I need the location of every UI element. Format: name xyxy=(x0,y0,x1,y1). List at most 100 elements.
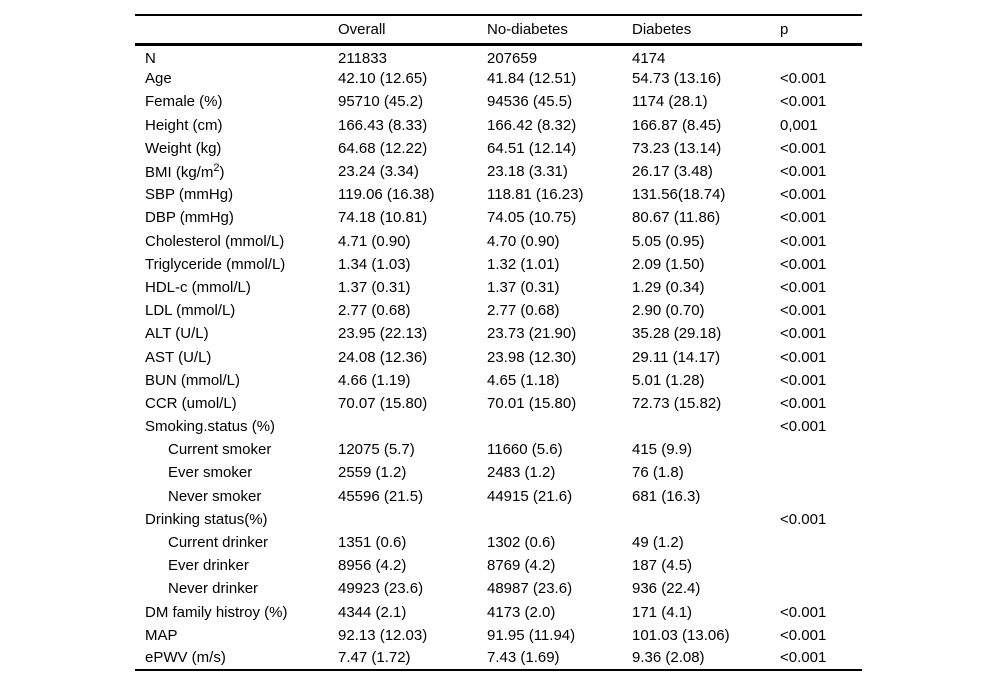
p-value: <0.001 xyxy=(780,278,827,296)
no-diabetes-value: 44915 (21.6) xyxy=(487,487,573,505)
overall-value: 24.08 (12.36) xyxy=(338,348,428,366)
overall-value: 12075 (5.7) xyxy=(338,441,415,459)
overall-value: 4.71 (0.90) xyxy=(338,232,411,250)
diabetes-value: 1174 (28.1) xyxy=(632,93,708,111)
row-label: Never smoker xyxy=(168,487,262,505)
no-diabetes-value: 4.70 (0.90) xyxy=(487,232,560,250)
row-label: DM family histroy (%) xyxy=(145,603,288,621)
diabetes-value: 415 (9.9) xyxy=(632,441,693,459)
diabetes-value: 2.90 (0.70) xyxy=(632,302,705,320)
p-value: <0.001 xyxy=(780,626,827,644)
diabetes-value: 26.17 (3.48) xyxy=(632,163,713,181)
row-label: BUN (mmol/L) xyxy=(145,371,241,389)
p-value: <0.001 xyxy=(780,348,827,366)
p-value xyxy=(780,438,862,461)
diabetes-value: 936 (22.4) xyxy=(632,580,701,598)
row-label: Current drinker xyxy=(168,534,269,552)
diabetes-value: 54.73 (13.16) xyxy=(632,70,722,88)
table-row: Age 42.10 (12.65) 41.84 (12.51) 54.73 (1… xyxy=(135,67,862,90)
table-row: HDL-c (mmol/L) 1.37 (0.31) 1.37 (0.31) 1… xyxy=(135,276,862,299)
table-row: Cholesterol (mmol/L) 4.71 (0.90) 4.70 (0… xyxy=(135,230,862,253)
p-value: <0.001 xyxy=(780,70,827,88)
p-value: <0.001 xyxy=(780,139,827,157)
diabetes-value: 73.23 (13.14) xyxy=(632,139,722,157)
overall-value: 92.13 (12.03) xyxy=(338,626,428,644)
p-value: <0.001 xyxy=(780,649,827,667)
column-header-no-diabetes: No-diabetes xyxy=(487,20,568,38)
no-diabetes-value: 23.73 (21.90) xyxy=(487,325,577,343)
diabetes-value: 35.28 (29.18) xyxy=(632,325,722,343)
no-diabetes-value: 4.65 (1.18) xyxy=(487,371,560,389)
diabetes-value: 29.11 (14.17) xyxy=(632,348,721,366)
diabetes-value: 101.03 (13.06) xyxy=(632,626,730,644)
p-value xyxy=(780,577,862,600)
row-label: CCR (umol/L) xyxy=(145,394,237,412)
p-value: <0.001 xyxy=(780,163,827,181)
row-label: DBP (mmHg) xyxy=(145,209,234,227)
p-value: <0.001 xyxy=(780,186,827,204)
no-diabetes-value: 23.18 (3.31) xyxy=(487,163,568,181)
diabetes-value: 5.05 (0.95) xyxy=(632,232,705,250)
no-diabetes-value: 4173 (2.0) xyxy=(487,603,556,621)
diabetes-value: 131.56(18.74) xyxy=(632,186,726,204)
baseline-characteristics-table: Overall No-diabetes Diabetes p N 211833 … xyxy=(135,14,862,672)
no-diabetes-value: 7.43 (1.69) xyxy=(487,649,560,667)
statistics-table: Overall No-diabetes Diabetes p N 211833 … xyxy=(135,14,862,672)
row-label: BMI (kg/m2) xyxy=(145,162,225,182)
p-value xyxy=(780,531,862,554)
table-row: Ever drinker 8956 (4.2) 8769 (4.2) 187 (… xyxy=(135,554,862,577)
no-diabetes-value: 2.77 (0.68) xyxy=(487,302,560,320)
no-diabetes-value xyxy=(487,415,632,438)
p-value: 0,001 xyxy=(780,116,818,134)
diabetes-value: 80.67 (11.86) xyxy=(632,209,721,227)
row-label: Height (cm) xyxy=(145,116,223,134)
overall-value: 1351 (0.6) xyxy=(338,534,407,552)
no-diabetes-value: 1.32 (1.01) xyxy=(487,255,560,273)
row-label: Current smoker xyxy=(168,441,272,459)
overall-value xyxy=(338,508,487,531)
diabetes-value: 72.73 (15.82) xyxy=(632,394,722,412)
no-diabetes-value: 11660 (5.6) xyxy=(487,441,563,459)
diabetes-value: 4174 xyxy=(632,49,666,67)
row-label: AST (U/L) xyxy=(145,348,212,366)
overall-value: 7.47 (1.72) xyxy=(338,649,411,667)
table-row: Smoking.status (%) <0.001 xyxy=(135,415,862,438)
row-label: Ever drinker xyxy=(168,557,249,575)
overall-value: 70.07 (15.80) xyxy=(338,394,428,412)
no-diabetes-value: 2483 (1.2) xyxy=(487,464,556,482)
column-header-diabetes: Diabetes xyxy=(632,20,692,38)
table-row: Never drinker 49923 (23.6) 48987 (23.6) … xyxy=(135,577,862,600)
diabetes-value: 2.09 (1.50) xyxy=(632,255,705,273)
table-row: BUN (mmol/L) 4.66 (1.19) 4.65 (1.18) 5.0… xyxy=(135,369,862,392)
row-label: Weight (kg) xyxy=(145,139,222,157)
diabetes-value: 171 (4.1) xyxy=(632,603,693,621)
row-label: Triglyceride (mmol/L) xyxy=(145,255,286,273)
row-label: N xyxy=(145,49,156,67)
overall-value: 45596 (21.5) xyxy=(338,487,424,505)
no-diabetes-value: 23.98 (12.30) xyxy=(487,348,577,366)
no-diabetes-value: 74.05 (10.75) xyxy=(487,209,577,227)
row-label: Ever smoker xyxy=(168,464,253,482)
row-label: Cholesterol (mmol/L) xyxy=(145,232,285,250)
no-diabetes-value: 91.95 (11.94) xyxy=(487,626,576,644)
column-header-p: p xyxy=(780,20,789,38)
overall-value: 23.95 (22.13) xyxy=(338,325,428,343)
table-row: Drinking status(%) <0.001 xyxy=(135,508,862,531)
table-row: Current smoker 12075 (5.7) 11660 (5.6) 4… xyxy=(135,438,862,461)
table-row: ALT (U/L) 23.95 (22.13) 23.73 (21.90) 35… xyxy=(135,322,862,345)
table-row: Current drinker 1351 (0.6) 1302 (0.6) 49… xyxy=(135,531,862,554)
table-row: MAP 92.13 (12.03) 91.95 (11.94) 101.03 (… xyxy=(135,624,862,647)
no-diabetes-value: 8769 (4.2) xyxy=(487,557,556,575)
diabetes-value: 166.87 (8.45) xyxy=(632,116,722,134)
table-row: Never smoker 45596 (21.5) 44915 (21.6) 6… xyxy=(135,485,862,508)
table-row: AST (U/L) 24.08 (12.36) 23.98 (12.30) 29… xyxy=(135,345,862,368)
p-value: <0.001 xyxy=(780,209,827,227)
overall-value: 211833 xyxy=(338,49,387,67)
row-label: ePWV (m/s) xyxy=(145,649,226,667)
table-row: BMI (kg/m2) 23.24 (3.34) 23.18 (3.31) 26… xyxy=(135,160,862,183)
p-value xyxy=(780,485,862,508)
p-value: <0.001 xyxy=(780,371,827,389)
overall-value: 42.10 (12.65) xyxy=(338,70,428,88)
row-label: Drinking status(%) xyxy=(145,510,268,528)
p-value: <0.001 xyxy=(780,232,827,250)
